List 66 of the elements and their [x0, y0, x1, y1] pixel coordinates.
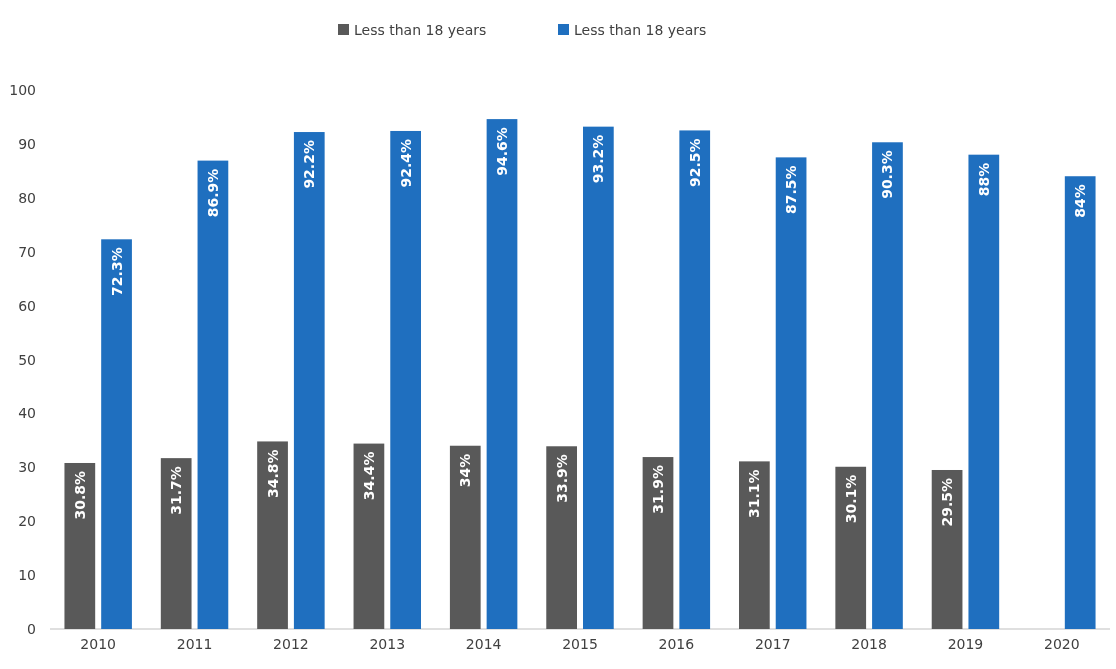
data-label: 34% [457, 453, 474, 488]
x-tick-label: 2016 [658, 636, 695, 652]
y-tick-label: 60 [18, 297, 36, 314]
bar [835, 466, 867, 629]
bar [1064, 176, 1096, 629]
y-tick-label: 70 [18, 243, 36, 260]
y-tick-label: 100 [9, 82, 36, 98]
data-label: 34.8% [264, 449, 281, 499]
bar [739, 461, 770, 629]
data-label: 90.3% [879, 150, 896, 199]
data-label: 92.2% [301, 140, 318, 189]
data-label: 30.8% [71, 470, 88, 520]
bar [257, 441, 288, 629]
legend-label: Less than 18 years [574, 22, 707, 38]
y-tick-label: 10 [18, 567, 36, 584]
bar [64, 462, 96, 629]
data-label: 94.6% [494, 127, 510, 176]
x-tick-label: 2020 [1044, 636, 1080, 652]
bar [931, 470, 963, 629]
bar [775, 157, 807, 629]
x-tick-label: 2013 [369, 636, 406, 652]
y-tick-label: 40 [18, 405, 36, 422]
bar [101, 239, 132, 629]
bar [293, 132, 325, 629]
data-label: 86.9% [204, 168, 221, 218]
x-tick-label: 2012 [273, 636, 309, 652]
bar [449, 445, 481, 629]
data-label: 31.1% [746, 469, 763, 518]
bar [486, 119, 518, 629]
bar [968, 154, 1000, 629]
data-label: 30.1% [842, 474, 859, 524]
bar [197, 160, 229, 629]
x-tick-label: 2018 [851, 636, 887, 652]
data-label: 93.2% [590, 134, 607, 184]
data-label: 72.3% [108, 247, 125, 296]
bar [642, 457, 674, 629]
data-label: 92.4% [397, 138, 414, 188]
legend-label: Less than 18 years [354, 22, 487, 38]
y-tick-label: 20 [18, 513, 36, 530]
data-label: 88% [975, 162, 992, 197]
bar [353, 443, 385, 629]
x-tick-label: 2010 [80, 636, 116, 652]
data-label: 31.9% [650, 465, 666, 514]
bar [872, 142, 903, 629]
data-label: 34.4% [360, 451, 377, 501]
bar [583, 126, 614, 629]
y-tick-label: 80 [18, 189, 36, 206]
data-label: 33.9% [553, 454, 570, 503]
bar [546, 446, 577, 629]
bar [390, 130, 421, 629]
x-tick-label: 2011 [176, 636, 213, 652]
y-tick-label: 0 [27, 621, 36, 637]
data-label: 87.5% [783, 165, 800, 214]
data-label: 29.5% [939, 477, 956, 527]
x-tick-label: 2015 [562, 636, 598, 652]
y-tick-label: 50 [18, 351, 36, 368]
y-tick-label: 90 [18, 135, 36, 152]
x-tick-label: 2014 [465, 636, 502, 652]
data-label: 92.5% [686, 138, 703, 187]
x-tick-label: 2017 [754, 636, 791, 652]
data-label: 31.7% [168, 466, 185, 515]
bar [160, 458, 192, 629]
data-label: 84% [1072, 184, 1089, 218]
bar [679, 130, 711, 629]
y-tick-label: 30 [18, 459, 36, 476]
x-tick-label: 2019 [947, 636, 984, 652]
